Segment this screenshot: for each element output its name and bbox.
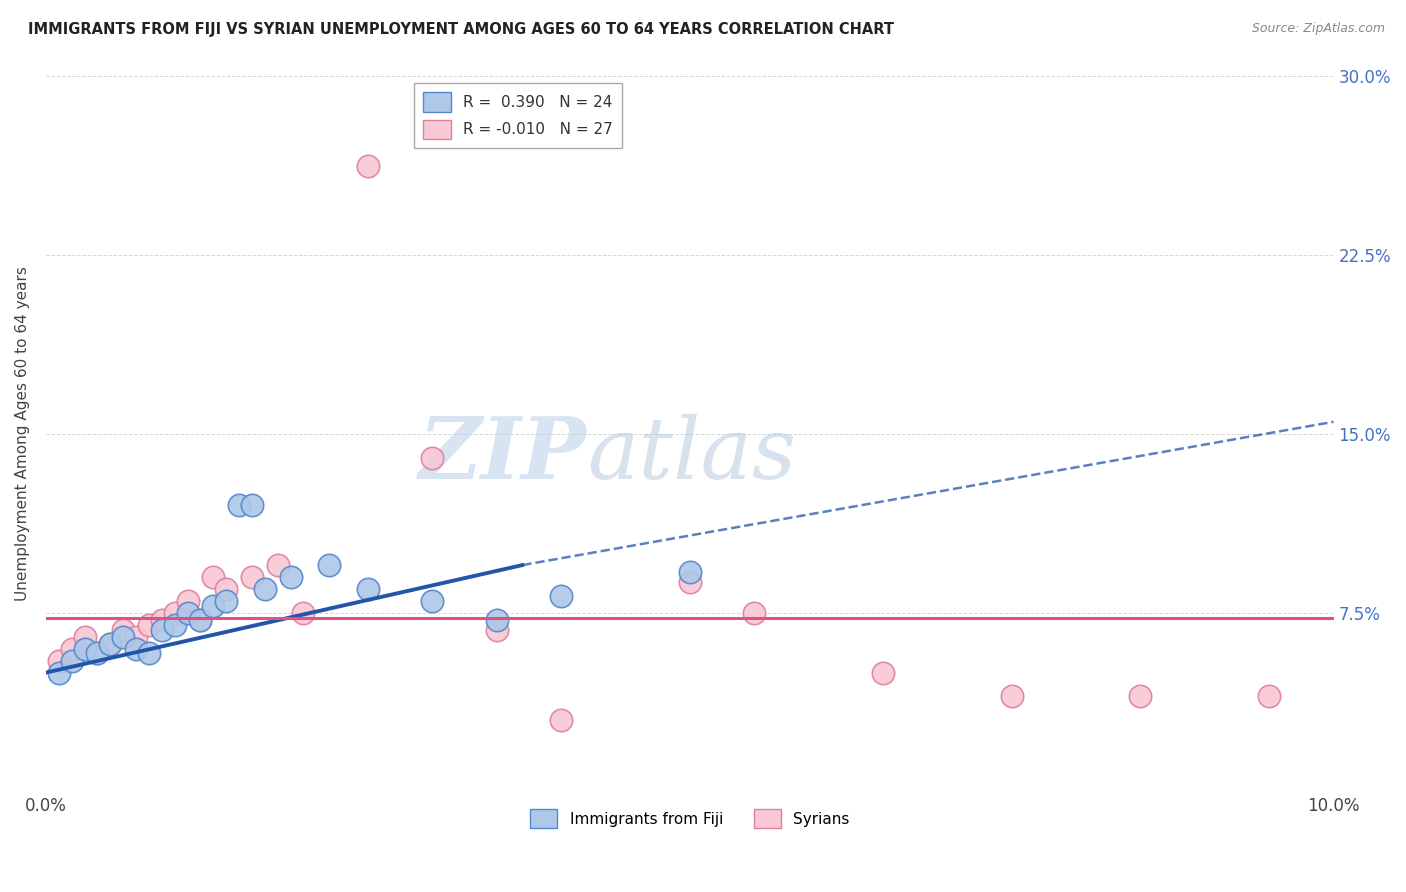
- Point: [280, 570, 302, 584]
- Point: [60, 641, 83, 656]
- Point: [357, 159, 380, 173]
- Point: [163, 606, 186, 620]
- Point: [190, 613, 212, 627]
- Point: [215, 582, 238, 596]
- Point: [73, 641, 96, 656]
- Point: [215, 594, 238, 608]
- Point: [550, 714, 572, 728]
- Point: [420, 450, 443, 465]
- Point: [253, 582, 276, 596]
- Point: [240, 499, 263, 513]
- Legend: Immigrants from Fiji, Syrians: Immigrants from Fiji, Syrians: [524, 803, 856, 835]
- Point: [112, 623, 135, 637]
- Point: [48, 665, 70, 680]
- Point: [742, 606, 765, 620]
- Text: ZIP: ZIP: [419, 414, 586, 497]
- Point: [872, 665, 894, 680]
- Point: [60, 654, 83, 668]
- Point: [318, 558, 340, 573]
- Point: [125, 630, 148, 644]
- Point: [73, 630, 96, 644]
- Point: [138, 617, 160, 632]
- Point: [176, 594, 198, 608]
- Point: [202, 599, 225, 613]
- Point: [679, 574, 702, 589]
- Point: [292, 606, 315, 620]
- Text: IMMIGRANTS FROM FIJI VS SYRIAN UNEMPLOYMENT AMONG AGES 60 TO 64 YEARS CORRELATIO: IMMIGRANTS FROM FIJI VS SYRIAN UNEMPLOYM…: [28, 22, 894, 37]
- Point: [150, 613, 173, 627]
- Point: [138, 647, 160, 661]
- Y-axis label: Unemployment Among Ages 60 to 64 years: Unemployment Among Ages 60 to 64 years: [15, 267, 30, 601]
- Point: [550, 589, 572, 603]
- Point: [125, 641, 148, 656]
- Point: [228, 499, 250, 513]
- Text: atlas: atlas: [586, 414, 796, 497]
- Point: [240, 570, 263, 584]
- Point: [357, 582, 380, 596]
- Point: [190, 613, 212, 627]
- Text: Source: ZipAtlas.com: Source: ZipAtlas.com: [1251, 22, 1385, 36]
- Point: [1001, 690, 1024, 704]
- Point: [98, 637, 121, 651]
- Point: [176, 606, 198, 620]
- Point: [98, 637, 121, 651]
- Point: [679, 566, 702, 580]
- Point: [86, 647, 108, 661]
- Point: [485, 623, 508, 637]
- Point: [48, 654, 70, 668]
- Point: [86, 647, 108, 661]
- Point: [1129, 690, 1152, 704]
- Point: [112, 630, 135, 644]
- Point: [1258, 690, 1281, 704]
- Point: [420, 594, 443, 608]
- Point: [163, 617, 186, 632]
- Point: [202, 570, 225, 584]
- Point: [150, 623, 173, 637]
- Point: [267, 558, 290, 573]
- Point: [485, 613, 508, 627]
